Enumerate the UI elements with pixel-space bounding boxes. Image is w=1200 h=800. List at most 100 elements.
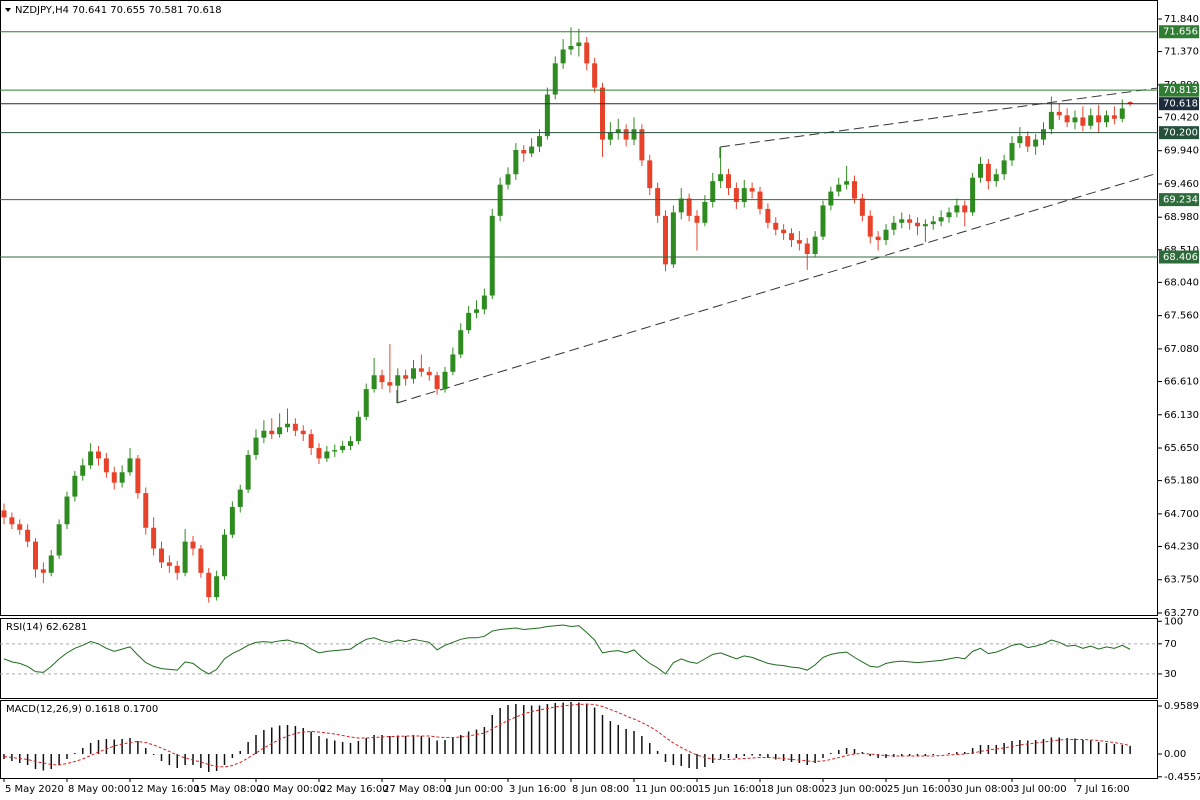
candle-body — [1056, 111, 1062, 116]
candle-body — [663, 215, 668, 265]
candle-body — [883, 229, 889, 241]
candle-body — [1111, 115, 1117, 119]
y-tick-label: 70 — [1164, 639, 1177, 650]
price-level-label: 71.656 — [1163, 27, 1198, 38]
candle-body — [25, 529, 31, 542]
candle-body — [80, 465, 86, 476]
candle-body — [48, 555, 54, 573]
candle-body — [371, 375, 377, 390]
candle-body — [1088, 115, 1094, 126]
y-tick-label: 67.080 — [1164, 344, 1199, 355]
candle-body — [64, 496, 70, 525]
candle-body — [537, 136, 542, 147]
candle-body — [607, 132, 613, 140]
candle-body — [450, 354, 456, 372]
main-panel — [0, 0, 1158, 616]
candle-body — [576, 42, 582, 47]
candle-body — [915, 222, 920, 227]
candle-body — [978, 163, 983, 178]
candle-body — [119, 472, 125, 483]
y-tick-label: 64.700 — [1164, 509, 1199, 520]
price-level-box — [1159, 97, 1199, 111]
candle-body — [781, 229, 787, 234]
candle-body — [206, 572, 212, 598]
candle-body — [836, 184, 842, 192]
candle-body — [655, 188, 661, 216]
chart-title: NZDJPY,H4 70.641 70.655 70.581 70.618 — [15, 5, 222, 16]
macd-panel — [0, 700, 1158, 779]
candle-body — [1127, 102, 1133, 104]
candle-body — [718, 174, 724, 182]
candle-body — [135, 458, 141, 494]
x-tick-label: 12 May 16:00 — [131, 784, 200, 795]
y-tick-label: 63.270 — [1164, 608, 1199, 619]
trend-line — [396, 172, 1159, 404]
y-tick-label: 71.370 — [1164, 47, 1199, 58]
candle-body — [647, 160, 653, 189]
x-tick-label: 7 Jul 16:00 — [1076, 784, 1130, 795]
candle-body — [789, 233, 794, 241]
x-tick-label: 18 Jun 08:00 — [761, 784, 825, 795]
candle-body — [88, 451, 94, 466]
price-level-label: 68.406 — [1163, 252, 1198, 263]
candle-body — [1048, 111, 1054, 130]
x-tick-label: 25 Jun 16:00 — [887, 784, 951, 795]
candle-body — [434, 375, 440, 390]
y-tick-label: 65.650 — [1164, 443, 1199, 454]
candle-body — [474, 309, 479, 313]
y-tick-label: 68.510 — [1164, 245, 1199, 256]
candle-body — [151, 527, 157, 549]
candle-body — [521, 149, 527, 154]
candle-body — [1072, 117, 1078, 123]
candle-body — [907, 219, 913, 223]
candle-body — [245, 454, 251, 490]
candle-body — [1064, 115, 1070, 123]
price-level-label: 70.618 — [1163, 99, 1198, 110]
candle-body — [962, 205, 968, 213]
candle-body — [143, 493, 149, 528]
candle-body — [261, 430, 267, 438]
x-tick-label: 27 May 08:00 — [383, 784, 452, 795]
candle-body — [828, 191, 834, 206]
macd-signal — [3, 703, 1131, 768]
candle-body — [1017, 136, 1023, 144]
y-tick-label: 65.180 — [1164, 476, 1199, 487]
candle-body — [623, 129, 629, 140]
candle-body — [481, 295, 487, 310]
candle-body — [40, 569, 46, 573]
candle-body — [741, 188, 747, 202]
candle-body — [615, 129, 621, 133]
candle-body — [324, 451, 330, 459]
candle-body — [1080, 117, 1086, 126]
price-level-box — [1159, 83, 1199, 97]
candle-body — [395, 375, 401, 386]
candle-body — [631, 129, 637, 140]
candle-body — [190, 541, 196, 549]
candle-body — [670, 212, 676, 265]
candle-body — [489, 215, 495, 296]
price-level-label: 70.200 — [1163, 128, 1198, 139]
candle-body — [552, 63, 558, 95]
y-tick-label: 71.840 — [1164, 14, 1199, 25]
candle-body — [411, 368, 416, 379]
y-tick-label: 100 — [1164, 616, 1183, 627]
candle-body — [505, 174, 511, 185]
candle-body — [127, 458, 133, 473]
candle-body — [9, 517, 15, 525]
candle-body — [1001, 160, 1007, 175]
candle-body — [938, 217, 944, 222]
candle-body — [182, 541, 188, 573]
menu-arrow[interactable] — [5, 8, 11, 12]
candle-body — [340, 445, 346, 451]
y-tick-label: 66.610 — [1164, 376, 1199, 387]
y-tick-label: 63.750 — [1164, 575, 1199, 586]
rsi-line — [3, 624, 1131, 675]
candle-body — [592, 63, 598, 88]
candle-body — [300, 430, 306, 435]
candle-body — [749, 188, 755, 192]
candle-body — [1096, 115, 1102, 123]
candle-body — [418, 368, 424, 372]
candle-body — [198, 548, 204, 573]
candle-body — [159, 548, 164, 563]
